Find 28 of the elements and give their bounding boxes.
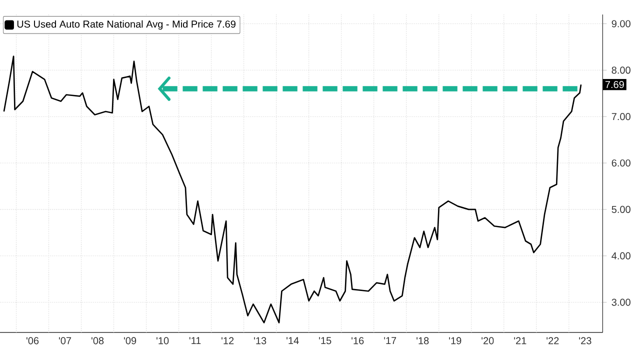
x-tick-label: '18: [416, 337, 429, 344]
y-tick-label: 8.00: [612, 66, 630, 74]
x-tick-label: '22: [546, 337, 559, 344]
y-tick-label: 4.00: [612, 252, 630, 260]
legend-label: US Used Auto Rate National Avg - Mid Price 7.69: [17, 20, 236, 30]
x-tick-label: '16: [352, 337, 364, 344]
x-tick-label: '15: [319, 337, 332, 344]
line-series: [3, 56, 582, 324]
x-tick-label: '13: [254, 337, 266, 344]
x-tick-label: '09: [124, 337, 136, 344]
x-tick-label: '14: [286, 337, 299, 344]
x-tick-label: '12: [222, 337, 234, 344]
x-tick-label: '10: [156, 337, 169, 344]
annotation: 7.69: [605, 81, 624, 88]
x-tick-label: '20: [482, 337, 494, 344]
y-tick-label: 5.00: [612, 206, 630, 213]
x-tick-label: '07: [59, 337, 72, 344]
y-tick-label: 7.00: [612, 113, 630, 120]
x-tick-label: '21: [514, 337, 526, 344]
x-tick-label: '23: [579, 337, 592, 344]
x-tick-label: '11: [189, 337, 201, 344]
x-tick-label: '19: [449, 337, 462, 344]
y-tick-label: 3.00: [612, 298, 630, 306]
x-tick-label: '08: [92, 337, 104, 344]
y-tick-label: 9.00: [612, 20, 630, 28]
x-tick-label: '17: [384, 337, 396, 344]
y-tick-label: 6.00: [612, 159, 630, 167]
x-tick-label: '06: [26, 337, 39, 344]
